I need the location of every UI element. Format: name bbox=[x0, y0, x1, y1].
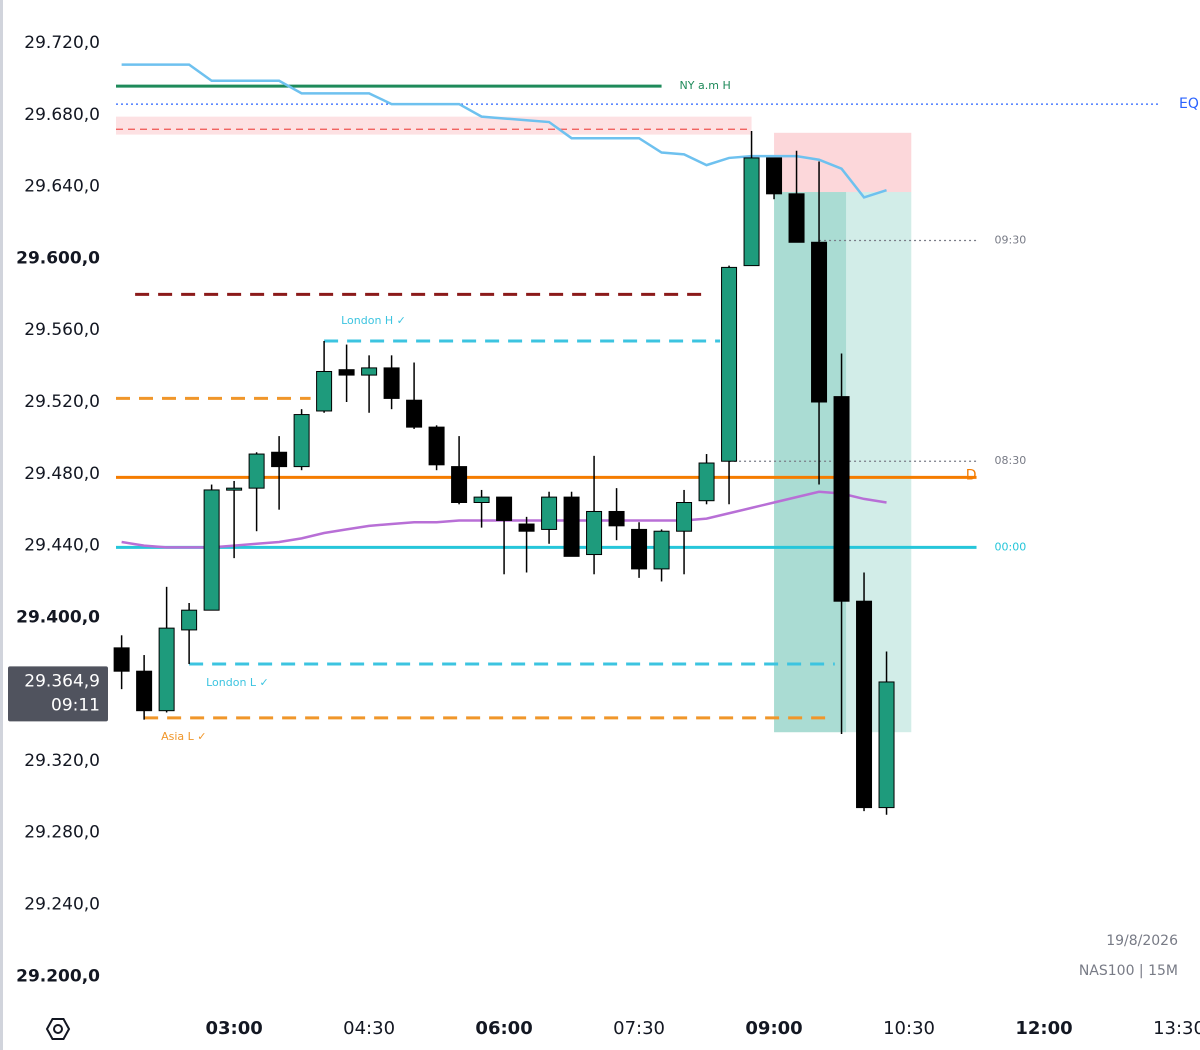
price-label-box bbox=[8, 666, 108, 722]
candle-body bbox=[226, 487, 243, 491]
candle-body bbox=[698, 462, 715, 502]
price-label: 29.364,9 bbox=[24, 671, 100, 691]
y-tick-label: 29.640,0 bbox=[24, 177, 100, 197]
level-label: London L ✓ bbox=[206, 676, 269, 689]
x-tick-label: 04:30 bbox=[343, 1018, 395, 1039]
candle-body bbox=[113, 647, 130, 672]
candle-body bbox=[181, 609, 198, 631]
plot: NY a.m H EQ London H ✓ D 00:00 London L ✓ Asia… bbox=[113, 63, 1199, 815]
y-tick-label: 29.280,0 bbox=[24, 823, 100, 843]
level-zone bbox=[116, 116, 752, 135]
candle-body bbox=[383, 367, 400, 399]
candle-body bbox=[203, 489, 220, 611]
candle-body bbox=[271, 451, 288, 468]
candle-body bbox=[496, 496, 513, 521]
level-label: London H ✓ bbox=[341, 314, 406, 327]
candle-body bbox=[248, 453, 265, 489]
candle-body bbox=[563, 496, 580, 557]
indicator-line bbox=[121, 63, 887, 199]
level-label: 08:30 bbox=[995, 454, 1027, 467]
y-tick-label: 29.720,0 bbox=[24, 33, 100, 53]
candle-body bbox=[653, 530, 670, 570]
candle-body bbox=[766, 157, 783, 195]
x-tick-label: 09:00 bbox=[745, 1018, 802, 1039]
level-label: Asia L ✓ bbox=[161, 730, 206, 743]
y-tick-label: 29.200,0 bbox=[16, 966, 100, 986]
candle-body bbox=[136, 670, 153, 712]
candle-body bbox=[338, 369, 355, 376]
price-countdown: 09:11 bbox=[51, 695, 100, 715]
y-tick-label: 29.560,0 bbox=[24, 320, 100, 340]
candle-body bbox=[406, 399, 423, 428]
level-label: 09:30 bbox=[995, 233, 1027, 246]
candle-body bbox=[878, 681, 895, 809]
settings-icon[interactable] bbox=[45, 1018, 71, 1040]
candle-body bbox=[451, 466, 468, 504]
candle-body bbox=[676, 502, 693, 532]
candle-body bbox=[856, 600, 873, 809]
candle-body bbox=[788, 193, 805, 243]
x-tick-label: 10:30 bbox=[883, 1018, 935, 1039]
y-tick-label: 29.440,0 bbox=[24, 536, 100, 556]
candle-body bbox=[428, 426, 445, 466]
y-tick-label: 29.480,0 bbox=[24, 464, 100, 484]
level-label: D bbox=[966, 467, 977, 483]
candle-body bbox=[743, 157, 760, 267]
candle-body bbox=[721, 266, 738, 462]
x-tick-label: 06:00 bbox=[475, 1018, 532, 1039]
candle-body bbox=[833, 396, 850, 602]
x-tick-label: 12:00 bbox=[1015, 1018, 1072, 1039]
date: 19/8/2026 bbox=[1106, 933, 1178, 949]
x-tick-label: 03:00 bbox=[205, 1018, 262, 1039]
candle-body bbox=[631, 528, 648, 570]
y-tick-label: 29.520,0 bbox=[24, 392, 100, 412]
level-label: NY a.m H bbox=[680, 79, 731, 92]
candle-body bbox=[293, 414, 310, 468]
y-tick-label: 29.600,0 bbox=[16, 248, 100, 268]
level-label: EQ bbox=[1179, 96, 1199, 112]
candle-body bbox=[361, 367, 378, 376]
candle-body bbox=[608, 510, 625, 527]
x-tick-label: 13:30 bbox=[1153, 1018, 1200, 1039]
level-label: 00:00 bbox=[995, 540, 1027, 553]
hexagon bbox=[45, 1018, 71, 1040]
candle-body bbox=[811, 241, 828, 403]
candle-body bbox=[158, 627, 175, 712]
candle-body bbox=[541, 496, 558, 530]
x-tick-label: 07:30 bbox=[613, 1018, 665, 1039]
candle-body bbox=[518, 523, 535, 532]
symbol: NAS100 | 15M bbox=[1079, 963, 1178, 979]
stop-zone bbox=[774, 132, 912, 193]
candle-body bbox=[316, 370, 333, 412]
y-tick-label: 29.240,0 bbox=[24, 895, 100, 915]
y-tick-label: 29.400,0 bbox=[16, 607, 100, 627]
hexagon-dot bbox=[53, 1024, 63, 1034]
y-tick-label: 29.320,0 bbox=[24, 751, 100, 771]
y-tick-label: 29.680,0 bbox=[24, 105, 100, 125]
candle-body bbox=[586, 510, 603, 556]
candle-body bbox=[473, 496, 490, 503]
